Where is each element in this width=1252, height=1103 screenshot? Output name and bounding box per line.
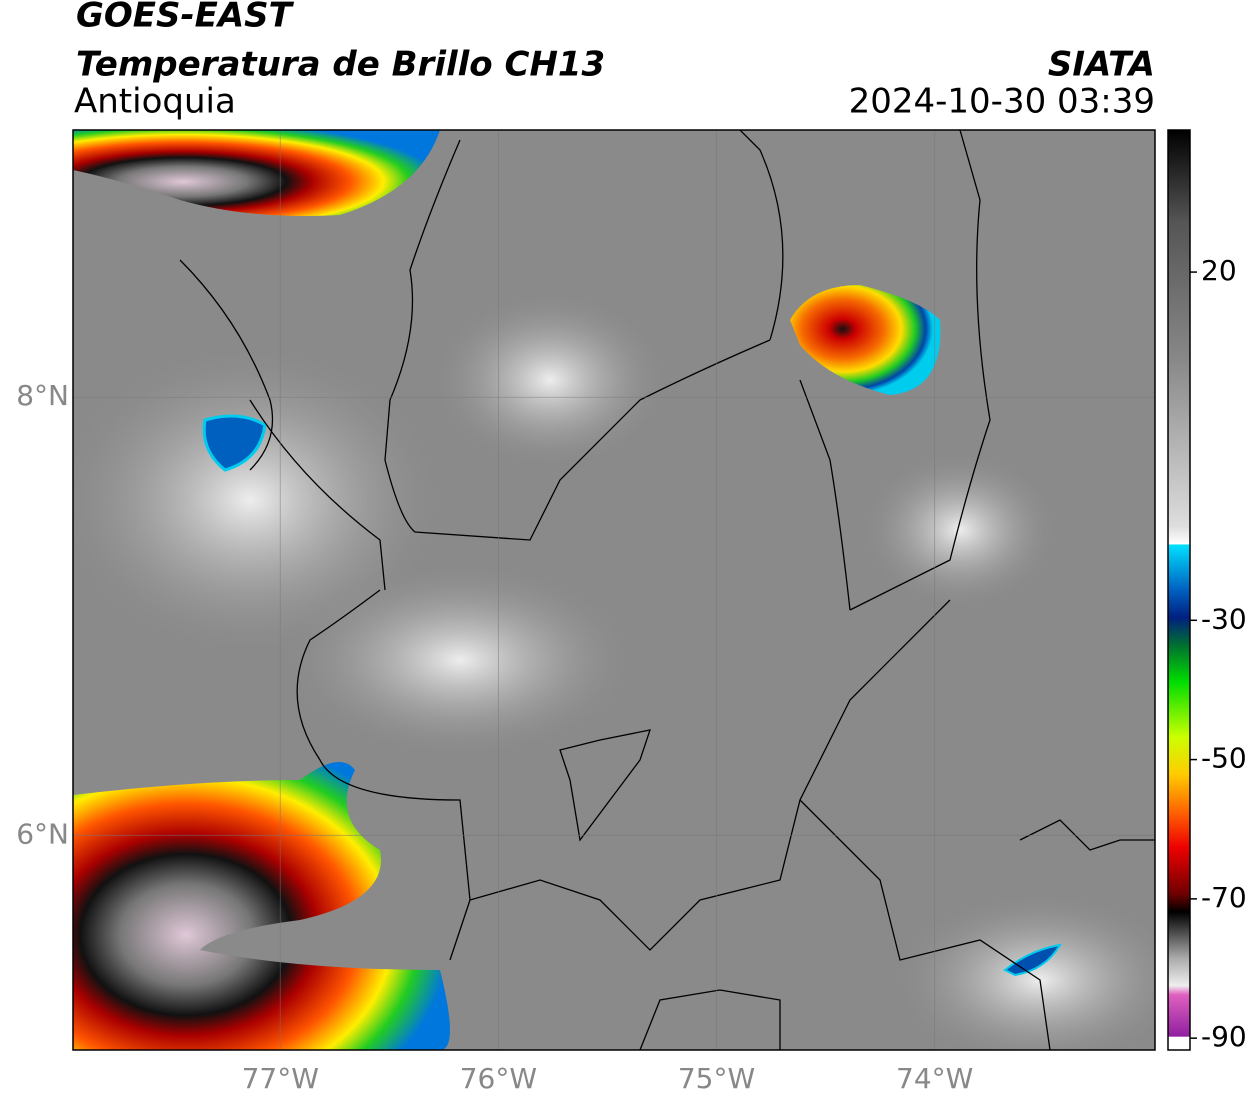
source: SIATA (1048, 45, 1155, 85)
timestamp: 2024-10-30 03:39 (849, 82, 1155, 122)
x-tick-label: 77°W (242, 1062, 319, 1095)
colorbar-tick-label: 20 (1201, 254, 1237, 287)
satellite-image (73, 130, 1155, 1050)
region: Antioquia (74, 82, 236, 122)
colorbar-tick-label: -70 (1201, 881, 1247, 914)
map-frame (72, 129, 1156, 1051)
colorbar-ticks: 20 -30 -50 -70 -90 (1190, 254, 1247, 1053)
graticule: 77°W 76°W 75°W 74°W 8°N 6°N (16, 130, 1155, 1095)
x-tick-label: 74°W (896, 1062, 973, 1095)
x-tick-label: 76°W (460, 1062, 537, 1095)
y-tick-label: 8°N (16, 379, 69, 412)
y-tick-label: 6°N (16, 817, 69, 850)
colorbar-tick-label: -50 (1201, 742, 1247, 775)
x-tick-label: 75°W (678, 1062, 755, 1095)
colorbar (1167, 129, 1191, 1051)
colorbar-tick-label: -30 (1201, 602, 1247, 635)
title: GOES-EAST (76, 0, 295, 36)
subtitle: Temperatura de Brillo CH13 (76, 45, 605, 85)
colorbar-tick-label: -90 (1201, 1020, 1247, 1053)
